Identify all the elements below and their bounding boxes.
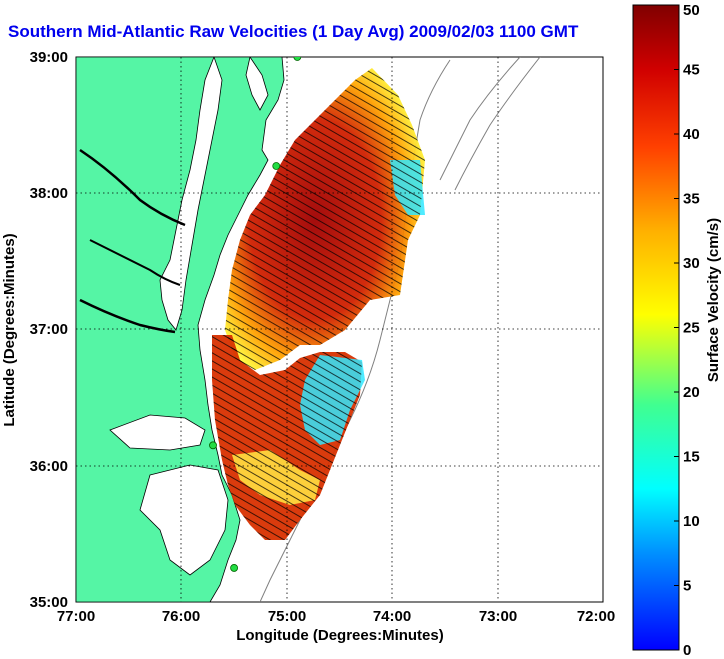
chesapeake-bay [159, 57, 223, 331]
y-tick-label: 39:00 [30, 49, 68, 66]
colorbar-tick-label: 30 [683, 255, 700, 272]
grid-lines [76, 57, 603, 602]
x-tick-label: 72:00 [577, 608, 615, 625]
x-tick-label: 73:00 [479, 608, 517, 625]
colorbar-tick-label: 40 [683, 126, 700, 143]
james-river [79, 298, 176, 334]
potomac-river [79, 148, 186, 227]
station-marker [209, 441, 217, 450]
colorbar-tick-label: 25 [683, 320, 700, 337]
colorbar-tick-label: 50 [683, 2, 700, 19]
colorbar-tick-label: 10 [683, 513, 700, 530]
x-tick-label: 74:00 [373, 608, 411, 625]
y-axis-title: Latitude (Degrees:Minutes) [1, 233, 18, 426]
land-mass [76, 57, 285, 602]
colorbar-label: Surface Velocity (cm/s) [705, 218, 722, 382]
y-tick-label: 36:00 [30, 458, 68, 475]
y-tick-label: 38:00 [30, 185, 68, 202]
station-marker [293, 57, 302, 61]
colorbar [632, 4, 680, 651]
colorbar-tick-label: 5 [683, 578, 691, 595]
rappahannock-river [89, 239, 181, 286]
x-tick-label: 77:00 [57, 608, 95, 625]
bathymetry-contour [439, 57, 521, 181]
chart-title: Southern Mid-Atlantic Raw Velocities (1 … [8, 22, 579, 41]
albemarle-sound [109, 414, 206, 451]
bathymetry-contour [454, 57, 541, 191]
y-tick-label: 35:00 [30, 594, 68, 611]
y-tick-label: 37:00 [30, 321, 68, 338]
station-marker [272, 162, 281, 170]
colorbar-tick-label: 20 [683, 384, 700, 401]
colorbar-tick-label: 0 [683, 642, 691, 659]
velocity-field-overlay [225, 68, 425, 370]
colorbar-tick-label: 15 [683, 449, 700, 466]
colorbar-tick-label: 35 [683, 191, 700, 208]
x-axis-title: Longitude (Degrees:Minutes) [236, 627, 444, 644]
pamlico-sound [139, 464, 229, 576]
station-marker [230, 564, 239, 572]
delaware-bay [245, 57, 269, 111]
station-markers [209, 57, 302, 572]
x-tick-label: 75:00 [268, 608, 306, 625]
x-tick-label: 76:00 [162, 608, 200, 625]
velocity-field-overlay [212, 335, 362, 540]
colorbar-tick-label: 45 [683, 62, 700, 79]
